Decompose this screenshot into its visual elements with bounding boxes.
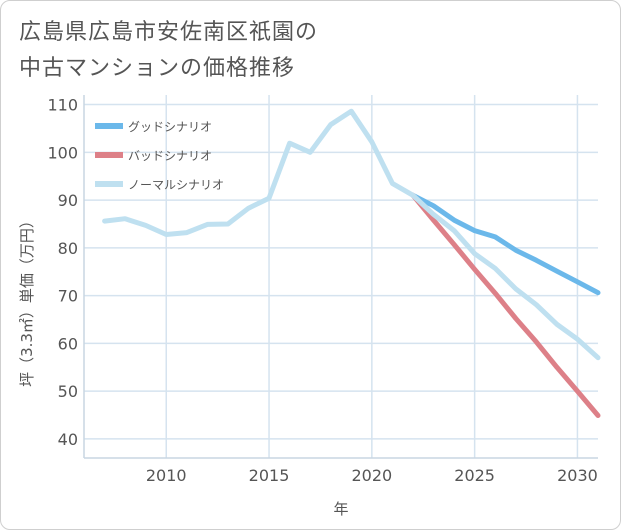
series-line-2 xyxy=(102,108,601,361)
y-tick-label: 90 xyxy=(58,191,78,210)
y-tick-label: 50 xyxy=(58,382,78,401)
chart-title-line-2: 中古マンションの価格推移 xyxy=(19,56,296,81)
x-tick-label: 2010 xyxy=(146,466,187,485)
legend-label-2: ノーマルシナリオ xyxy=(128,178,224,192)
x-tick-label: 2025 xyxy=(454,466,495,485)
grid xyxy=(84,95,598,458)
y-tick-label: 100 xyxy=(47,143,78,162)
x-tick-label: 2020 xyxy=(351,466,392,485)
axes: 40 50 60 70 80 90 100 110 2010 2015 2020 2025 2030 xyxy=(47,95,598,485)
series-line-1 xyxy=(410,192,601,418)
y-tick-label: 40 xyxy=(58,430,78,449)
series-line-0 xyxy=(410,192,601,296)
chart-title-line-1: 広島県広島市安佐南区祇園の xyxy=(19,20,319,45)
x-axis-title: 年 xyxy=(333,500,348,518)
y-tick-label: 80 xyxy=(58,239,78,258)
chart-title: 広島県広島市安佐南区祇園の 中古マンションの価格推移 xyxy=(19,15,599,87)
x-tick-label: 2030 xyxy=(557,466,598,485)
y-tick-label: 60 xyxy=(58,334,78,353)
y-tick-label: 110 xyxy=(47,96,78,115)
x-tick-label: 2015 xyxy=(249,466,290,485)
series-lines xyxy=(102,108,601,418)
y-tick-label: 70 xyxy=(58,287,78,306)
legend-label-1: バッドシナリオ xyxy=(128,149,212,163)
legend-label-0: グッドシナリオ xyxy=(128,120,212,134)
y-axis-title: 坪（3.3㎡）単価（万円） xyxy=(18,213,36,387)
